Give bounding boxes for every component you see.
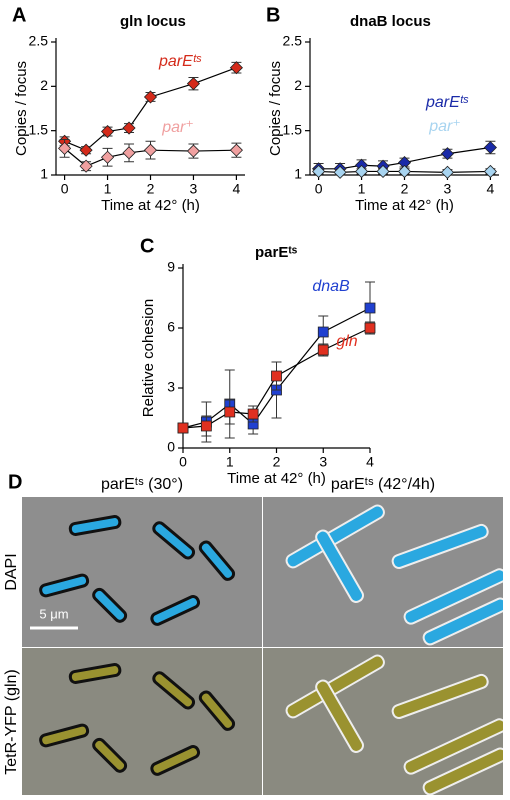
data-point	[122, 146, 136, 160]
y-tick-label: 2	[294, 77, 302, 93]
data-point	[483, 164, 497, 179]
data-point	[79, 159, 93, 173]
y-tick-label: 6	[167, 319, 175, 335]
data-point	[143, 90, 158, 104]
data-point	[397, 164, 412, 179]
chart-title: parEᵗˢ	[255, 244, 298, 261]
data-point	[100, 124, 115, 139]
x-tick-label: 4	[366, 454, 374, 470]
micrograph	[22, 497, 262, 647]
data-point	[229, 61, 243, 75]
scale-bar-label: 5 μm	[39, 606, 68, 621]
data-point	[100, 150, 115, 164]
panel-label: A	[12, 4, 26, 26]
panel-label: B	[266, 4, 280, 26]
x-tick-label: 0	[315, 181, 323, 197]
data-point	[143, 143, 158, 157]
series-label: par⁺	[161, 119, 194, 136]
x-tick-label: 1	[104, 181, 112, 197]
data-point	[79, 143, 93, 157]
data-point	[200, 420, 212, 432]
column-label: parEᵗˢ (42°/4h)	[331, 476, 435, 493]
panel-label: C	[140, 235, 154, 257]
data-point	[364, 302, 376, 314]
x-tick-label: 0	[61, 181, 69, 197]
y-tick-label: 0	[167, 439, 175, 455]
x-tick-label: 1	[358, 181, 366, 197]
y-tick-label: 1.5	[29, 121, 49, 137]
x-tick-label: 3	[319, 454, 327, 470]
x-axis-label: Time at 42° (h)	[227, 470, 326, 487]
data-point	[58, 141, 72, 155]
y-tick-label: 2.5	[283, 33, 303, 49]
x-axis-label: Time at 42° (h)	[101, 197, 200, 214]
data-point	[177, 422, 189, 434]
data-point	[224, 406, 236, 418]
y-axis-label: Copies / focus	[13, 61, 30, 156]
chart-title: gln locus	[120, 13, 186, 30]
series-label: par⁺	[428, 118, 461, 135]
y-tick-label: 1	[294, 166, 302, 182]
row-label: TetR-YFP (gln)	[3, 669, 20, 775]
data-point	[317, 326, 329, 338]
x-tick-label: 1	[226, 454, 234, 470]
series-label: parEᵗˢ	[158, 53, 202, 70]
data-point	[229, 143, 243, 157]
data-point	[312, 164, 326, 179]
y-tick-label: 1.5	[283, 121, 303, 137]
micrograph	[22, 648, 262, 795]
x-tick-label: 2	[273, 454, 281, 470]
series-line	[64, 67, 237, 151]
micrograph	[263, 648, 503, 795]
data-point	[247, 408, 259, 420]
y-tick-label: 2.5	[29, 33, 49, 49]
data-point	[186, 77, 201, 91]
y-tick-label: 9	[167, 259, 175, 275]
column-label: parEᵗˢ (30°)	[101, 476, 183, 493]
x-tick-label: 3	[190, 181, 198, 197]
data-point	[333, 165, 347, 179]
data-point	[271, 370, 282, 382]
y-tick-label: 2	[40, 77, 48, 93]
y-axis-label: Relative cohesion	[140, 299, 157, 417]
data-point	[440, 165, 455, 179]
data-point	[122, 121, 136, 135]
series-label: dnaB	[312, 278, 350, 295]
data-point	[186, 144, 201, 158]
panel-label: D	[8, 471, 22, 493]
row-label: DAPI	[3, 553, 20, 590]
series-label: gln	[336, 333, 357, 350]
data-point	[483, 140, 497, 155]
data-point	[364, 322, 376, 334]
x-tick-label: 4	[233, 181, 241, 197]
y-axis-label: Copies / focus	[267, 61, 284, 156]
data-point	[440, 147, 455, 161]
x-tick-label: 0	[179, 454, 187, 470]
x-axis-label: Time at 42° (h)	[355, 197, 454, 214]
data-point	[376, 164, 390, 179]
x-tick-label: 3	[444, 181, 452, 197]
x-tick-label: 2	[401, 181, 409, 197]
y-tick-label: 3	[167, 379, 175, 395]
data-point	[317, 344, 329, 356]
y-tick-label: 1	[40, 166, 48, 182]
x-tick-label: 4	[487, 181, 495, 197]
micrograph	[263, 497, 503, 647]
series-label: parEᵗˢ	[425, 94, 469, 111]
chart-title: dnaB locus	[350, 13, 431, 30]
x-tick-label: 2	[147, 181, 155, 197]
data-point	[354, 164, 369, 179]
